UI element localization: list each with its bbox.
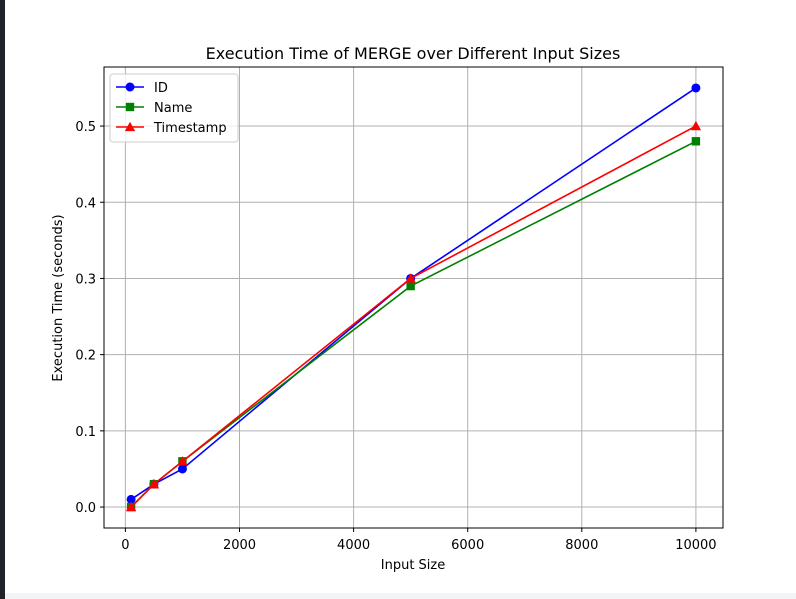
data-point-id [177,464,187,474]
legend: ID Name Timestamp [109,73,239,143]
data-point-name [691,137,701,146]
legend-frame [109,73,239,143]
data-point-id [126,494,136,504]
series-line-name [130,140,697,508]
series-lines [125,83,702,512]
data-point-timestamp [177,456,188,466]
data-point-timestamp [405,273,416,283]
legend-swatch-marker [125,82,135,92]
y-axis-label: Execution Time (seconds) [51,214,66,381]
y-tick-label: 0.2 [75,349,96,364]
x-tick-label: 0 [121,538,129,553]
legend-label: Name [154,101,192,116]
series-name [126,137,701,512]
series-id [126,83,701,504]
plot-area-frame [103,66,724,529]
series-line-timestamp [130,125,697,508]
data-point-timestamp [125,501,137,512]
legend-label: Timestamp [153,121,227,136]
legend-swatch-marker [124,121,136,132]
chart-title: Execution Time of MERGE over Different I… [206,44,621,63]
data-point-name [406,281,415,291]
legend-swatch-marker [125,102,135,112]
data-point-timestamp [148,478,160,489]
y-tick-label: 0.4 [75,196,96,211]
legend-item-name: Name [116,101,192,116]
data-point-id [691,83,701,93]
legend-item-id: ID [116,81,168,96]
series-timestamp [125,120,702,512]
x-tick-label: 4000 [337,538,370,553]
y-tick-label: 0.5 [75,120,96,135]
bottom-bar [5,593,796,599]
editor-edge [0,0,5,599]
x-tick-label: 6000 [451,538,484,553]
y-tick-label: 0.3 [75,272,96,287]
legend-label: ID [154,81,168,96]
axis-ticks: 0 2000 4000 6000 8000 10000 0.0 0.1 0.2 0.3 0.4 0.5 [75,120,716,553]
x-axis-label: Input Size [381,558,445,573]
data-point-timestamp [690,120,702,131]
legend-item-timestamp: Timestamp [116,121,227,136]
x-tick-label: 2000 [223,538,256,553]
y-tick-label: 0.1 [75,425,96,440]
x-tick-label: 10000 [675,538,716,553]
x-tick-label: 8000 [565,538,598,553]
y-tick-label: 0.0 [75,501,96,516]
series-line-id [130,87,697,501]
